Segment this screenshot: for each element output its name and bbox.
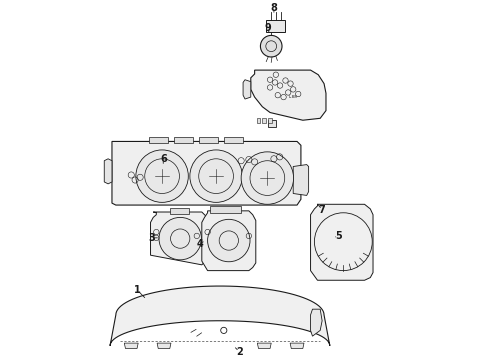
Circle shape (241, 152, 294, 204)
Circle shape (136, 150, 188, 202)
Circle shape (260, 35, 282, 57)
Polygon shape (173, 137, 193, 143)
Text: 8: 8 (270, 3, 277, 13)
Polygon shape (290, 343, 304, 348)
Polygon shape (224, 137, 243, 143)
Polygon shape (170, 208, 189, 213)
Text: 4: 4 (196, 239, 203, 249)
Text: L-88: L-88 (289, 95, 297, 99)
Polygon shape (157, 343, 171, 348)
Polygon shape (104, 159, 112, 184)
Polygon shape (293, 165, 309, 195)
Polygon shape (266, 20, 286, 32)
Polygon shape (257, 343, 271, 348)
Polygon shape (150, 212, 208, 265)
Polygon shape (202, 211, 256, 271)
Polygon shape (268, 120, 276, 127)
Polygon shape (199, 137, 218, 143)
Polygon shape (112, 141, 301, 205)
Polygon shape (311, 309, 322, 336)
Circle shape (159, 217, 201, 260)
Text: 7: 7 (319, 205, 325, 215)
Text: 3: 3 (148, 233, 155, 243)
Circle shape (315, 213, 372, 271)
Text: 9: 9 (265, 23, 271, 33)
Text: 1: 1 (134, 285, 141, 295)
Polygon shape (311, 204, 373, 280)
Text: 5: 5 (335, 231, 342, 241)
Text: 2: 2 (236, 347, 243, 357)
Text: 6: 6 (160, 154, 167, 164)
Polygon shape (268, 118, 272, 123)
Circle shape (208, 219, 250, 262)
Polygon shape (124, 343, 138, 348)
Polygon shape (257, 118, 260, 123)
Polygon shape (210, 206, 241, 213)
Polygon shape (243, 80, 251, 99)
Circle shape (190, 150, 242, 202)
Polygon shape (262, 118, 266, 123)
Polygon shape (251, 70, 326, 120)
Polygon shape (110, 286, 330, 346)
Polygon shape (148, 137, 168, 143)
